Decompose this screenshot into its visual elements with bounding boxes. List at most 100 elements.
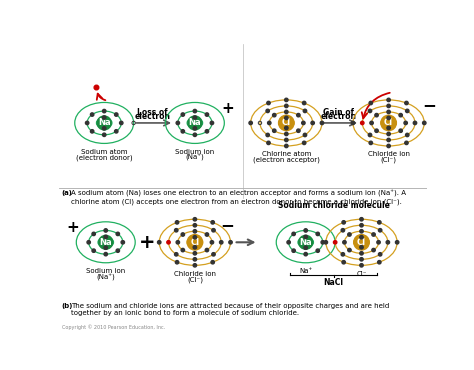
Circle shape [368,133,372,137]
Circle shape [333,240,337,244]
Text: Cl: Cl [357,238,366,247]
Circle shape [360,229,363,233]
Circle shape [175,221,179,224]
Circle shape [386,240,390,244]
Circle shape [102,133,106,137]
Circle shape [399,114,402,117]
Circle shape [302,141,306,145]
Text: Chlorine atom: Chlorine atom [262,151,311,157]
Circle shape [320,121,324,125]
Circle shape [193,263,197,267]
Circle shape [405,141,408,145]
Circle shape [193,252,197,255]
Circle shape [342,260,346,264]
Text: Chloride ion: Chloride ion [368,151,410,157]
Circle shape [116,232,119,236]
Text: −: − [220,216,234,233]
Circle shape [360,236,363,239]
Circle shape [304,252,308,256]
Circle shape [360,223,363,227]
Circle shape [324,240,328,244]
Text: Sodium chloride molecule: Sodium chloride molecule [278,201,390,210]
Text: −: − [422,96,436,114]
Text: (b): (b) [62,303,73,309]
Circle shape [175,260,179,264]
Circle shape [284,116,288,120]
Circle shape [181,130,184,133]
Circle shape [370,121,374,125]
Circle shape [304,235,308,239]
Circle shape [387,104,390,108]
Text: +: + [138,233,155,252]
Circle shape [92,249,95,252]
Circle shape [279,115,294,131]
Circle shape [316,232,319,236]
Text: Na: Na [100,238,112,247]
Text: Cl: Cl [191,238,200,247]
Circle shape [378,253,382,256]
Text: (electron donor): (electron donor) [76,154,133,161]
Circle shape [304,246,308,249]
Circle shape [284,110,288,114]
Circle shape [205,130,209,133]
Circle shape [360,218,363,221]
Circle shape [102,116,106,119]
Text: Chloride ion: Chloride ion [174,271,216,277]
Text: Gain of: Gain of [323,108,354,117]
Circle shape [316,249,319,252]
Circle shape [267,141,270,145]
Circle shape [303,109,307,112]
Text: Loss of: Loss of [137,108,168,117]
Circle shape [193,133,197,137]
Text: Copyright © 2010 Pearson Education, Inc.: Copyright © 2010 Pearson Education, Inc. [62,324,164,330]
Circle shape [91,113,94,116]
Text: Na⁺: Na⁺ [299,268,312,274]
Circle shape [297,129,300,132]
Circle shape [387,98,390,102]
Circle shape [102,127,106,130]
Circle shape [181,113,184,116]
Circle shape [211,260,214,264]
Circle shape [92,232,95,236]
Circle shape [193,127,197,130]
Circle shape [360,258,363,261]
Text: (electron acceptor): (electron acceptor) [253,157,320,163]
Text: Sodium ion: Sodium ion [175,149,215,155]
Circle shape [378,221,381,224]
Circle shape [102,110,106,113]
Text: Cl: Cl [384,118,393,127]
Circle shape [193,236,197,239]
Circle shape [94,85,99,90]
Circle shape [321,240,325,244]
Circle shape [387,144,390,148]
Circle shape [405,101,408,105]
Circle shape [273,114,276,117]
Text: Sodium atom: Sodium atom [81,149,128,155]
Text: Na: Na [189,118,201,127]
Text: electron: electron [134,112,170,121]
Circle shape [413,121,417,125]
Circle shape [292,232,295,236]
Circle shape [87,240,91,244]
Circle shape [292,249,295,252]
Circle shape [176,240,180,244]
Circle shape [210,121,214,125]
Circle shape [193,229,197,233]
Circle shape [369,101,373,105]
Circle shape [181,233,184,236]
Circle shape [406,133,409,137]
Circle shape [157,240,161,244]
Circle shape [361,121,364,125]
Circle shape [422,121,426,125]
Circle shape [284,132,288,136]
Circle shape [176,121,180,125]
Circle shape [97,116,111,130]
Text: electron: electron [320,112,356,121]
Circle shape [372,233,375,236]
Text: Sodium ion: Sodium ion [86,268,126,274]
Circle shape [387,116,390,120]
Circle shape [104,246,108,249]
Circle shape [266,133,269,137]
Circle shape [284,138,288,142]
Circle shape [193,218,197,221]
